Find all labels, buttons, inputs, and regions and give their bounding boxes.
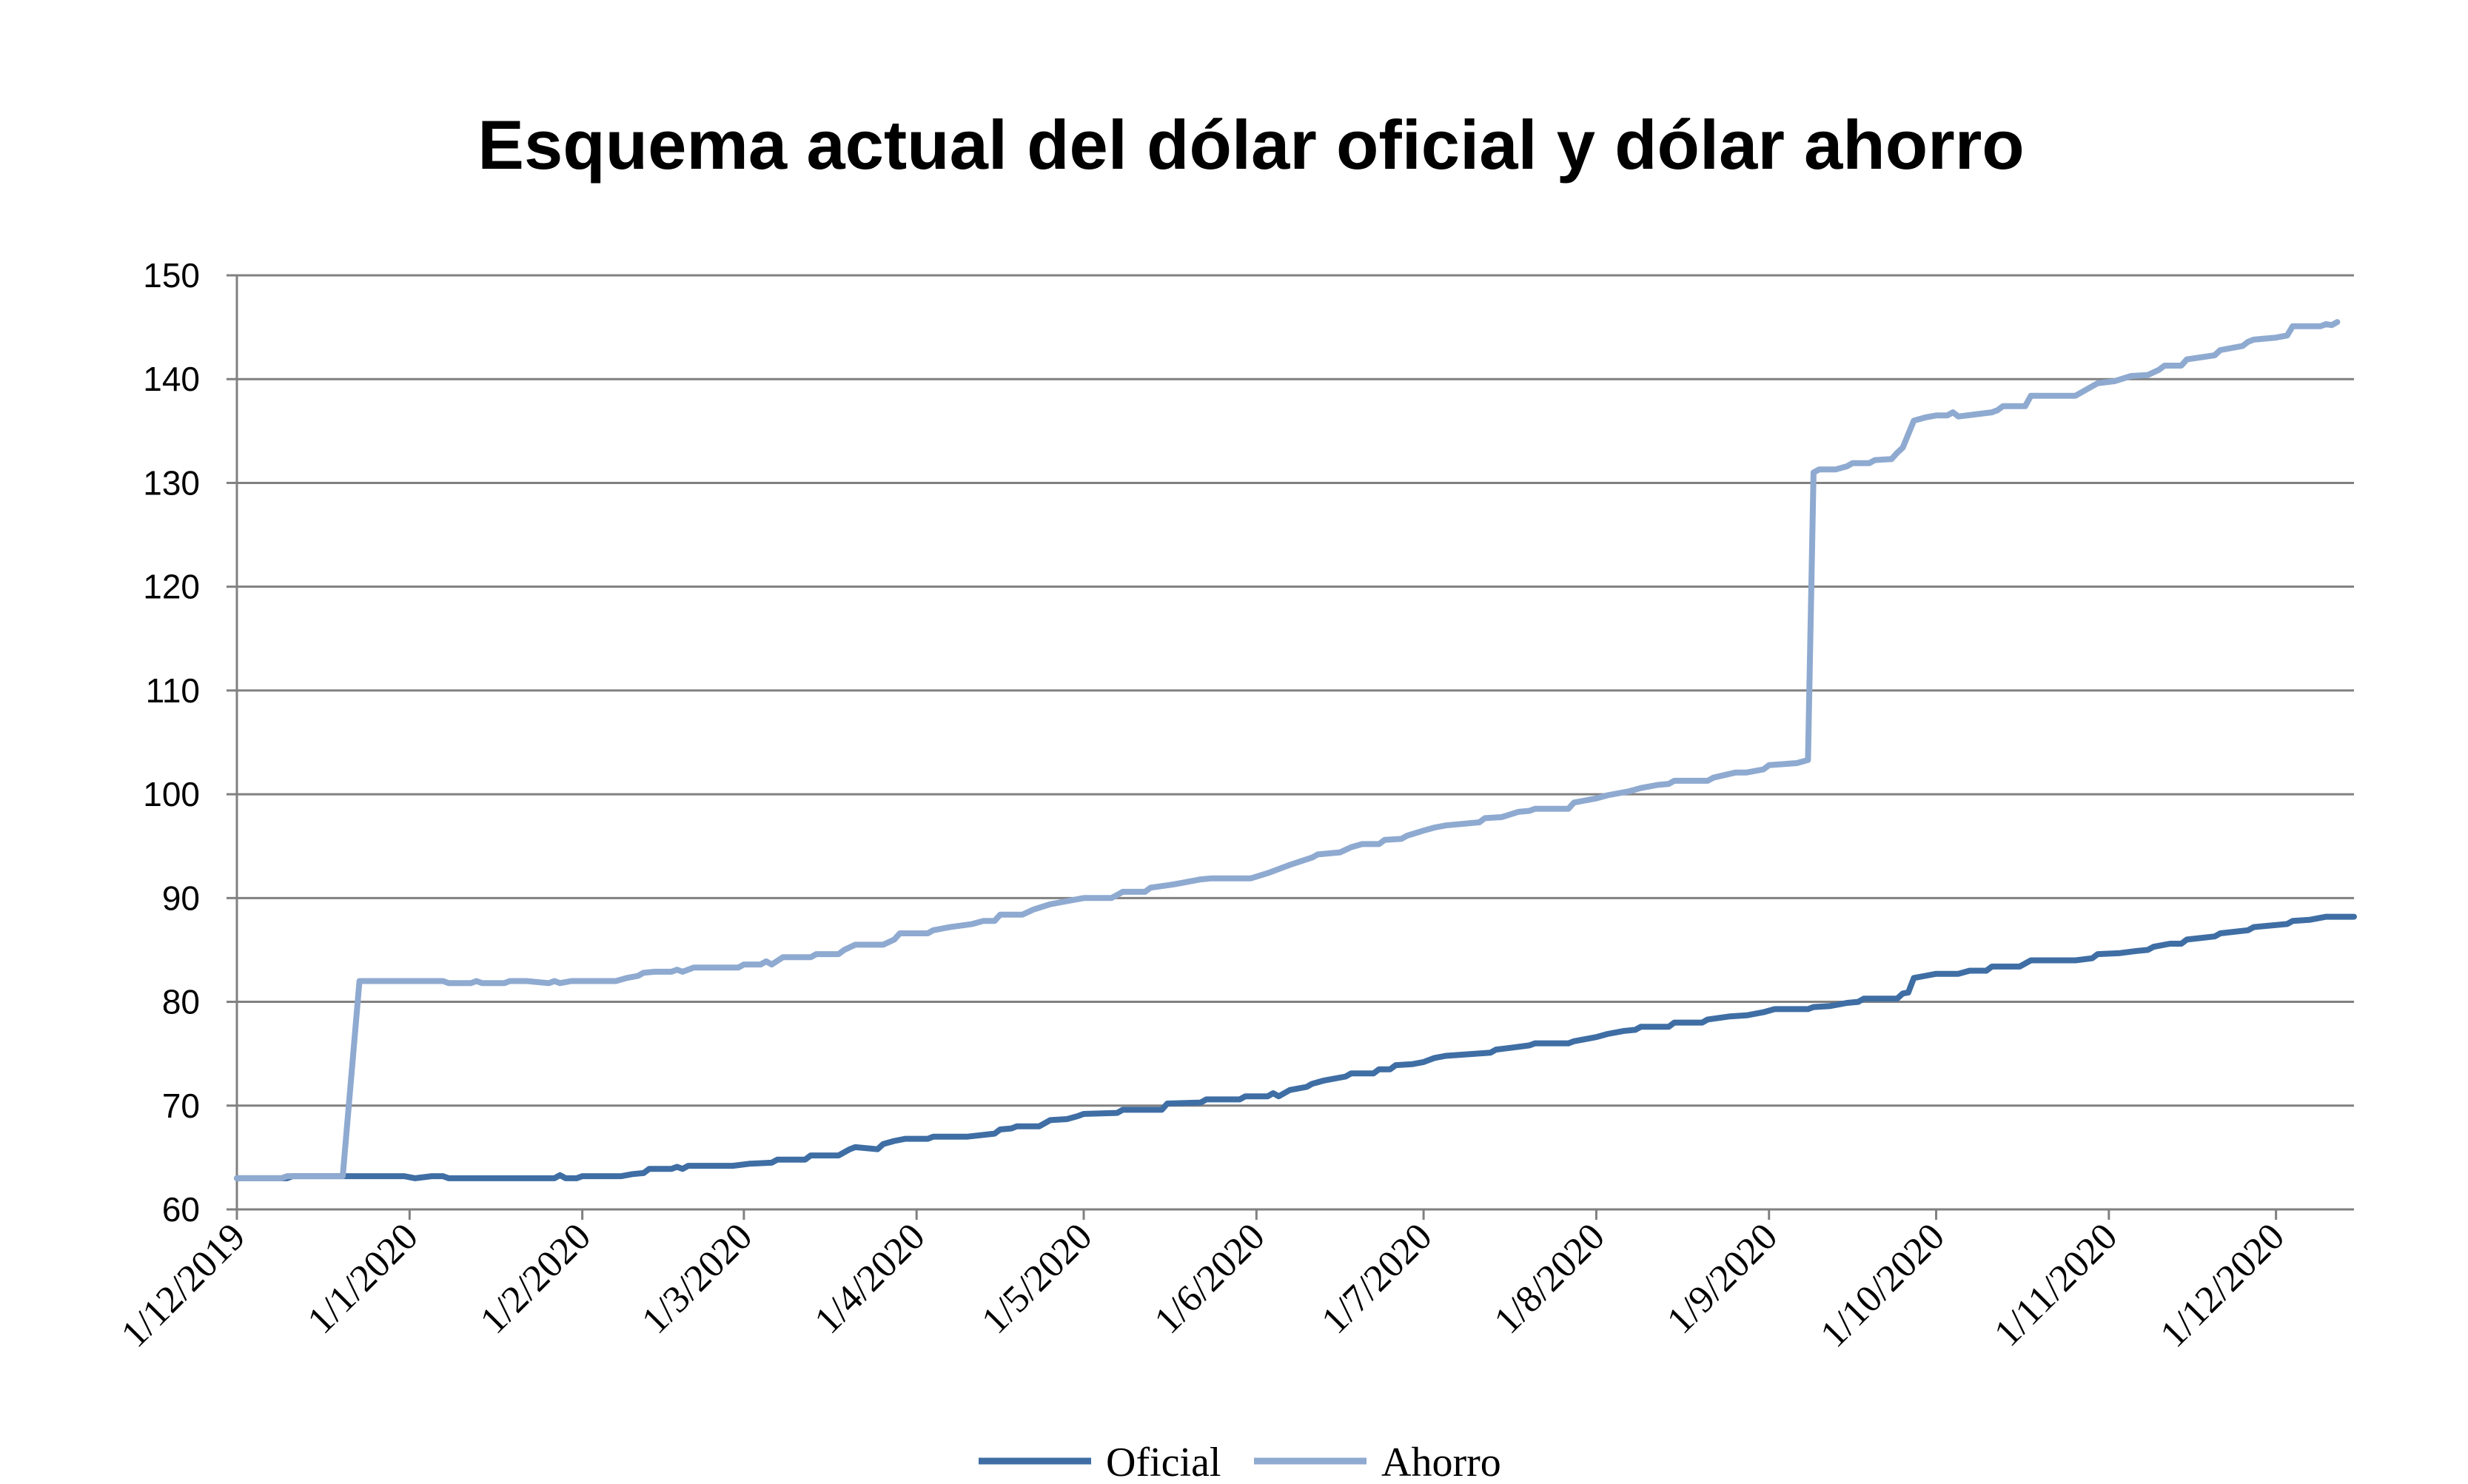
y-tick-label-80: 80 (162, 983, 200, 1021)
chart-title: Esquema actual del dólar oficial y dólar… (477, 106, 2024, 184)
y-axis-ticks: 60 70 80 90 100 110 120 130 140 150 (143, 256, 237, 1229)
y-tick-label-60: 60 (162, 1190, 200, 1229)
y-tick-label-110: 110 (146, 671, 200, 710)
legend-label-oficial: Oficial (1106, 1440, 1221, 1484)
y-tick-label-150: 150 (143, 256, 200, 295)
legend-label-ahorro: Ahorro (1381, 1440, 1501, 1484)
gridlines (237, 274, 2354, 1107)
legend: Oficial Ahorro (979, 1440, 1501, 1484)
series-lines (234, 319, 2357, 1181)
y-tick-label-70: 70 (162, 1087, 200, 1125)
y-tick-label-100: 100 (143, 775, 200, 813)
y-tick-label-90: 90 (162, 879, 200, 917)
y-tick-label-140: 140 (143, 360, 200, 398)
series-line-ahorro (234, 319, 2341, 1181)
axes (235, 275, 2354, 1211)
series-line-oficial (234, 913, 2357, 1181)
y-tick-label-130: 130 (143, 463, 200, 502)
y-tick-label-120: 120 (143, 568, 200, 606)
